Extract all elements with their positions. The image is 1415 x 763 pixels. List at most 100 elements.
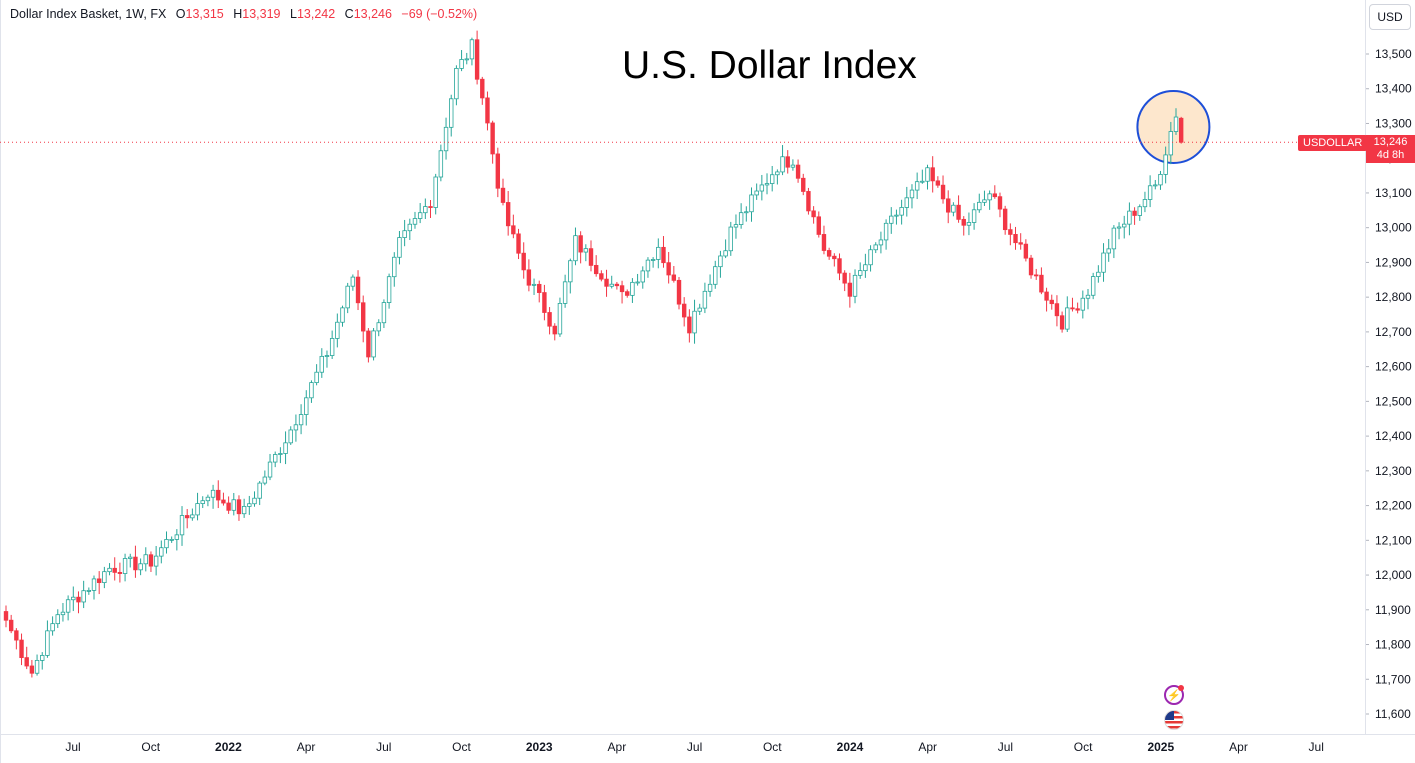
candle	[200, 496, 205, 509]
candle-body	[1168, 131, 1174, 156]
candle-body	[122, 558, 128, 574]
candle-body	[982, 199, 987, 203]
candle-body	[785, 156, 790, 168]
candle	[909, 184, 915, 209]
candle	[226, 496, 231, 514]
candle-body	[511, 225, 516, 235]
candle-body	[1075, 308, 1080, 311]
candle	[29, 659, 35, 678]
candle	[423, 198, 428, 219]
candle	[806, 187, 811, 215]
candle	[749, 187, 754, 222]
close-label: C	[344, 7, 354, 21]
y-tick-label: 12,700	[1375, 325, 1412, 339]
x-tick-label: Oct	[763, 740, 782, 754]
candle	[1080, 290, 1086, 319]
candle-body	[821, 234, 827, 251]
candle-body	[340, 307, 345, 323]
candle	[428, 199, 433, 219]
candle-body	[45, 630, 50, 656]
candle	[920, 169, 925, 184]
candle	[464, 52, 469, 65]
lightning-icon[interactable]: ⚡	[1164, 685, 1184, 705]
candle	[407, 218, 413, 240]
candle-body	[640, 270, 645, 283]
candle	[816, 211, 821, 238]
candle-body	[164, 539, 169, 549]
candle-body	[262, 476, 268, 484]
candle	[811, 206, 816, 224]
candle	[801, 173, 806, 196]
candle	[40, 652, 45, 670]
candle-body	[210, 489, 216, 498]
candle	[241, 498, 247, 518]
candle-body	[96, 578, 102, 584]
candle-body	[55, 614, 60, 625]
candle	[1147, 175, 1153, 208]
candle	[769, 165, 775, 192]
candle	[858, 262, 863, 279]
y-tick-label: 12,500	[1375, 394, 1412, 408]
y-tick-label: 13,500	[1375, 47, 1412, 61]
candle	[304, 390, 309, 426]
x-tick-label: Jul	[376, 740, 391, 754]
candle	[164, 531, 169, 554]
currency-button[interactable]: USD	[1369, 4, 1411, 30]
y-tick-label: 11,900	[1375, 603, 1411, 617]
candle	[837, 253, 842, 281]
candle-body	[713, 266, 718, 285]
candle-body	[966, 222, 972, 226]
us-flag-icon[interactable]	[1164, 710, 1184, 730]
high-value: 13,319	[242, 7, 281, 21]
bar-countdown: 4d 8h	[1376, 149, 1405, 161]
candle	[449, 94, 454, 137]
candle-body	[392, 256, 397, 278]
candle-body	[940, 184, 946, 200]
candle	[86, 587, 92, 595]
candle-body	[1137, 206, 1142, 216]
candle	[738, 203, 744, 229]
candle-body	[588, 248, 594, 266]
candle	[24, 646, 29, 670]
candle-body	[293, 424, 299, 431]
candle-body	[971, 209, 977, 223]
candle	[1106, 239, 1111, 262]
candle	[614, 281, 620, 290]
candle-body	[252, 497, 257, 505]
candle	[744, 206, 749, 222]
candle	[599, 270, 604, 282]
candle-body	[480, 78, 485, 99]
notification-dot	[1178, 685, 1184, 691]
candle-body	[366, 330, 371, 358]
candle-body	[469, 39, 475, 60]
candle	[852, 269, 858, 304]
candle-body	[681, 303, 687, 318]
candle	[557, 297, 563, 337]
candle-body	[386, 276, 392, 303]
candle-body	[666, 262, 671, 276]
candle	[273, 451, 278, 468]
candle	[169, 536, 174, 543]
candle	[1090, 272, 1096, 300]
candle	[1013, 226, 1018, 250]
candle-body	[221, 499, 226, 504]
candle-body	[997, 196, 1003, 210]
candle	[697, 303, 702, 316]
candle	[723, 239, 728, 259]
y-axis-ticks: 13,50013,40013,30013,20013,10013,00012,9…	[1365, 47, 1412, 721]
candle-body	[987, 193, 992, 201]
candle-body	[1090, 276, 1096, 296]
candle-body	[1163, 154, 1168, 175]
candle	[257, 481, 262, 506]
candle-body	[454, 67, 459, 100]
low-value: 13,242	[296, 7, 336, 21]
candle-body	[319, 355, 324, 373]
candle-body	[1008, 229, 1013, 235]
candle-body	[692, 310, 697, 334]
candle	[252, 491, 257, 507]
candle-body	[671, 274, 677, 281]
candle-body	[474, 39, 480, 80]
candle	[293, 414, 299, 442]
candle	[1059, 311, 1065, 333]
